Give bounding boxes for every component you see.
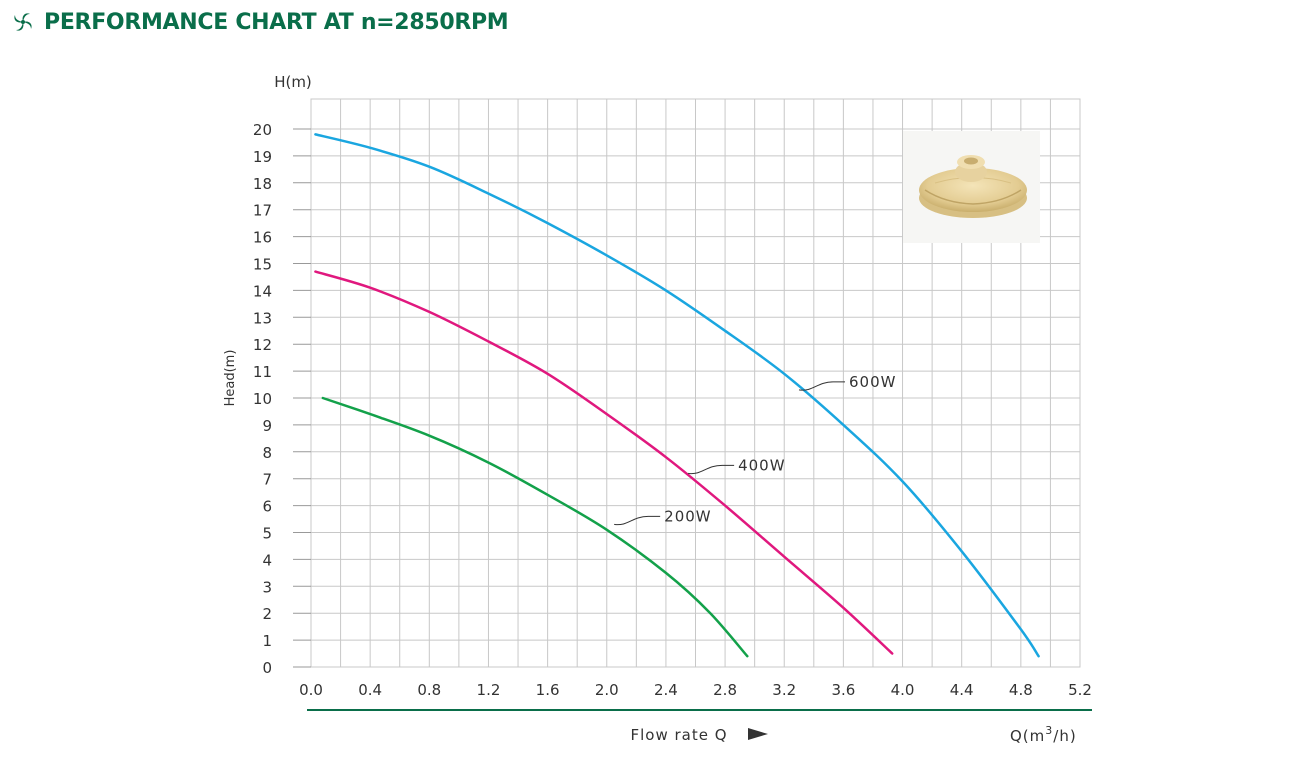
x-tick-label: 4.4 <box>950 681 974 699</box>
x-tick-label: 4.0 <box>891 681 915 699</box>
series-line-200w <box>321 396 749 658</box>
y-tick-label: 3 <box>262 578 272 596</box>
x-tick-label: 1.2 <box>477 681 501 699</box>
chart-series: 600W 400W 200W <box>314 133 1040 658</box>
arrow-right-icon <box>748 728 768 740</box>
page-title: PERFORMANCE CHART AT n=2850RPM <box>44 9 509 35</box>
x-tick-label: 2.8 <box>713 681 737 699</box>
series-line-400w <box>314 270 894 655</box>
x-tick-label: 0.0 <box>299 681 323 699</box>
x-tick-label: 0.8 <box>417 681 441 699</box>
y-tick-label: 15 <box>253 256 272 274</box>
x-tick-label: 4.8 <box>1009 681 1033 699</box>
y-tick-label: 14 <box>253 282 272 300</box>
y-tick-label: 4 <box>262 551 272 569</box>
series-label-600w: 600W <box>849 373 896 391</box>
y-tick-label: 2 <box>262 605 272 623</box>
y-tick-label: 8 <box>262 444 272 462</box>
y-tick-label: 17 <box>253 202 272 220</box>
series-leader-600w <box>798 381 846 391</box>
x-tick-label: 1.6 <box>536 681 560 699</box>
x-axis-unit: Q(m3/h) <box>1010 724 1077 745</box>
y-tick-label: 16 <box>253 229 272 247</box>
x-axis-label: Flow rate Q <box>630 726 727 744</box>
y-tick-label: 1 <box>262 632 272 650</box>
x-tick-label: 3.2 <box>772 681 796 699</box>
fan-swirl-icon <box>14 13 32 31</box>
series-leader-400w <box>688 464 735 475</box>
y-tick-label: 18 <box>253 175 272 193</box>
impeller-image <box>903 131 1040 243</box>
series-label-400w: 400W <box>738 456 785 474</box>
x-axis-ticks: 0.0 0.4 0.8 1.2 1.6 2.0 2.4 2.8 3.2 3.6 4.0 4.4 4.8 5… <box>299 681 1092 699</box>
series-line-600w <box>314 133 1040 658</box>
title-bar: PERFORMANCE CHART AT n=2850RPM <box>12 6 509 38</box>
y-tick-label: 13 <box>253 309 272 327</box>
x-tick-label: 0.4 <box>358 681 382 699</box>
x-tick-label: 2.0 <box>595 681 619 699</box>
y-tick-label: 11 <box>253 363 272 381</box>
y-tick-label: 9 <box>262 417 272 435</box>
x-tick-label: 3.6 <box>831 681 855 699</box>
y-tick-label: 19 <box>253 148 272 166</box>
y-axis-label-side: Head(m) <box>223 350 238 407</box>
y-tick-label: 6 <box>262 498 272 516</box>
y-tick-label: 20 <box>253 121 272 139</box>
y-tick-label: 12 <box>253 336 272 354</box>
y-tick-label: 7 <box>262 471 272 489</box>
y-axis-label-top: H(m) <box>274 73 312 91</box>
x-tick-label: 5.2 <box>1068 681 1092 699</box>
y-tick-label: 10 <box>253 390 272 408</box>
series-label-200w: 200W <box>664 507 711 525</box>
x-tick-label: 2.4 <box>654 681 678 699</box>
x-unit-suffix: /h) <box>1053 727 1076 745</box>
x-unit-sup: 3 <box>1045 724 1053 737</box>
x-unit-prefix: Q(m <box>1010 727 1045 745</box>
y-tick-label: 0 <box>262 659 272 677</box>
y-tick-label: 5 <box>262 525 272 543</box>
series-leader-200w <box>614 515 661 526</box>
